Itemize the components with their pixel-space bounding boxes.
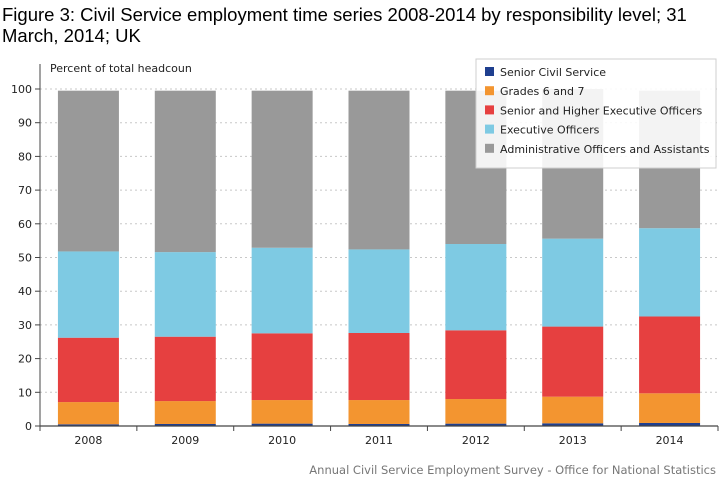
chart-title: Figure 3: Civil Service employment time … (2, 4, 687, 46)
y-tick-label: 80 (18, 150, 32, 163)
bar-segment (348, 332, 410, 401)
bar-segment (348, 423, 410, 426)
bar-segment (251, 247, 313, 334)
x-tick-label: 2011 (365, 434, 393, 447)
bar-segment (445, 244, 507, 331)
y-tick-label: 20 (18, 353, 32, 366)
bar-segment (542, 326, 604, 397)
x-tick-label: 2010 (268, 434, 296, 447)
bar-segment (154, 401, 216, 424)
bar-segment (57, 90, 119, 252)
y-axis: 0 10 20 30 40 50 60 70 80 90 100 (11, 64, 41, 433)
source-note: Annual Civil Service Employment Survey -… (309, 463, 716, 477)
bar-segment (639, 316, 701, 394)
legend: Senior Civil Service Grades 6 and 7 Senior… (475, 58, 717, 169)
y-tick-label: 60 (18, 218, 32, 231)
bar-segment (445, 423, 507, 426)
bar-segment (154, 423, 216, 426)
x-tick-label: 2009 (171, 434, 199, 447)
bar-segment (542, 423, 604, 426)
y-tick-label: 70 (18, 184, 32, 197)
legend-label: Grades 6 and 7 (500, 85, 584, 98)
y-tick-label: 100 (11, 83, 32, 96)
bar-segment (154, 336, 216, 402)
y-tick-label: 10 (18, 386, 32, 399)
bar-segment (542, 238, 604, 327)
x-tick-label: 2014 (656, 434, 684, 447)
y-tick-label: 50 (18, 252, 32, 265)
y-tick-label: 30 (18, 319, 32, 332)
bar-segment (348, 400, 410, 424)
x-tick-label: 2008 (74, 434, 102, 447)
legend-swatch (485, 105, 494, 115)
bar-segment (57, 402, 119, 425)
y-tick-label: 90 (18, 117, 32, 130)
bar-segment (251, 400, 313, 424)
legend-label: Senior and Higher Executive Officers (500, 104, 702, 117)
bar-segment (639, 422, 701, 426)
bar-segment (251, 333, 313, 401)
bar-segment (639, 228, 701, 317)
bar-segment (445, 330, 507, 400)
bar-segment (57, 337, 119, 403)
bar-segment (154, 90, 216, 253)
bar-segment (251, 423, 313, 426)
bar-segment (251, 90, 313, 248)
bar-segment (639, 393, 701, 423)
x-tick-label: 2012 (462, 434, 490, 447)
bar-segment (348, 90, 410, 250)
bar-segment (57, 251, 119, 338)
bar-segment (348, 249, 410, 333)
x-tick-label: 2013 (559, 434, 587, 447)
x-axis: 2008 2009 2010 2011 2012 2013 2014 (39, 425, 719, 447)
legend-swatch (485, 86, 494, 96)
legend-box (475, 58, 717, 169)
bar-segment (154, 252, 216, 337)
legend-swatch (485, 67, 494, 76)
legend-swatch (485, 143, 494, 153)
legend-label: Executive Officers (500, 124, 600, 137)
bar-segment (57, 424, 119, 426)
bar-segment (445, 399, 507, 424)
bar-segment (542, 396, 604, 424)
y-axis-label: Percent of total headcoun (50, 62, 192, 75)
legend-label: Administrative Officers and Assistants (500, 143, 710, 156)
legend-label: Senior Civil Service (500, 66, 606, 79)
y-tick-label: 40 (18, 285, 32, 298)
legend-swatch (485, 124, 494, 134)
y-tick-label: 0 (25, 420, 32, 433)
